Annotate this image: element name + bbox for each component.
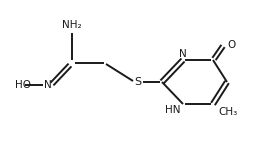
Text: HO: HO (15, 80, 31, 90)
Text: NH₂: NH₂ (62, 20, 82, 30)
Text: O: O (227, 40, 235, 50)
Text: N: N (179, 49, 187, 59)
Text: N: N (44, 80, 52, 90)
Text: HN: HN (165, 105, 181, 115)
Text: S: S (134, 77, 142, 87)
Text: CH₃: CH₃ (218, 107, 237, 117)
